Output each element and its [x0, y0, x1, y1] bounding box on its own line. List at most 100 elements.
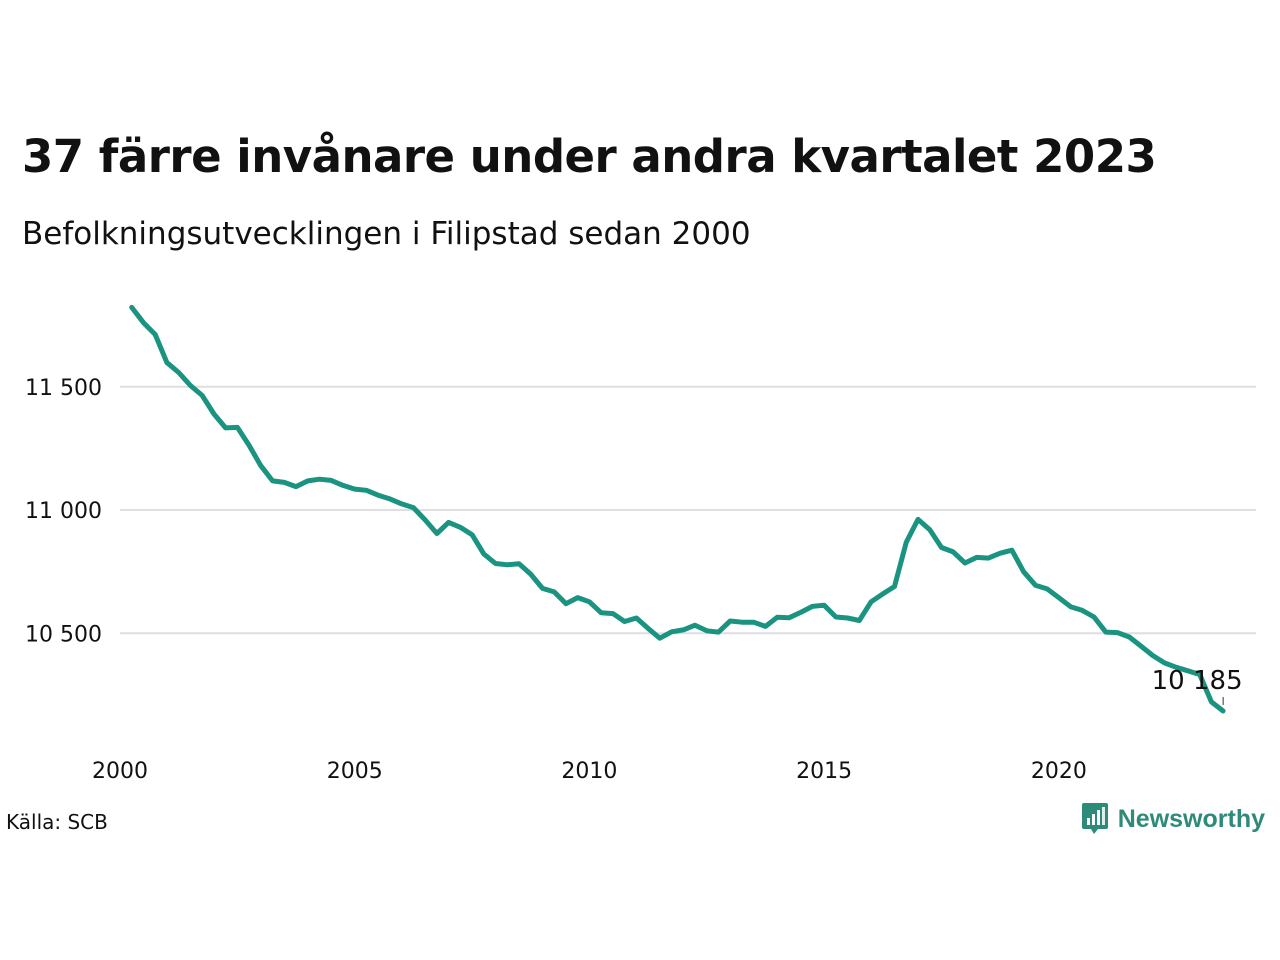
data-point — [927, 527, 932, 532]
source-note: Källa: SCB — [6, 810, 108, 834]
data-point — [986, 556, 991, 561]
data-point — [634, 616, 639, 621]
data-point — [164, 360, 169, 365]
data-point — [974, 555, 979, 560]
data-point — [1162, 660, 1167, 665]
annotations: 10 185 — [1152, 666, 1243, 705]
data-point — [129, 305, 134, 310]
data-point — [481, 551, 486, 556]
data-point — [646, 626, 651, 631]
data-point — [810, 604, 815, 609]
data-point — [610, 611, 615, 616]
data-point — [798, 610, 803, 615]
brand-logo: Newsworthy — [1080, 802, 1265, 836]
data-point — [599, 610, 604, 615]
data-point — [1221, 708, 1226, 713]
data-point — [845, 616, 850, 621]
data-point — [258, 463, 263, 468]
data-point — [1068, 604, 1073, 609]
data-point — [411, 505, 416, 510]
x-axis-ticks: 2000 2005 2010 2015 2020 — [92, 759, 1087, 784]
data-point — [951, 549, 956, 554]
chart-subtitle: Befolkningsutvecklingen i Filipstad seda… — [22, 216, 751, 252]
data-point — [775, 615, 780, 620]
data-point — [458, 525, 463, 530]
x-tick-label: 2000 — [92, 759, 148, 784]
data-point — [364, 488, 369, 493]
data-point — [446, 520, 451, 525]
data-point — [622, 619, 627, 624]
data-point — [270, 478, 275, 483]
x-tick-label: 2005 — [327, 759, 383, 784]
data-point — [1115, 630, 1120, 635]
data-point — [763, 624, 768, 629]
data-point — [329, 478, 334, 483]
data-point — [669, 629, 674, 634]
chart-title: 37 färre invånare under andra kvartalet … — [22, 130, 1157, 183]
data-point — [880, 591, 885, 596]
brand-name: Newsworthy — [1117, 804, 1265, 833]
newsworthy-chart-bubble-icon — [1081, 803, 1108, 834]
data-point — [1138, 644, 1143, 649]
data-point — [188, 383, 193, 388]
data-point — [1021, 569, 1026, 574]
data-point — [340, 483, 345, 488]
data-point — [869, 599, 874, 604]
data-point — [657, 636, 662, 641]
data-point — [376, 493, 381, 498]
data-point — [939, 545, 944, 550]
data-point — [916, 517, 921, 522]
data-point — [493, 561, 498, 566]
data-point — [575, 595, 580, 600]
data-point — [528, 572, 533, 577]
data-point — [704, 628, 709, 633]
x-tick-label: 2020 — [1031, 759, 1087, 784]
data-point — [822, 603, 827, 608]
data-point — [387, 496, 392, 501]
data-point — [223, 425, 228, 430]
data-point — [998, 551, 1003, 556]
data-point — [904, 540, 909, 545]
series-line — [129, 304, 1226, 714]
data-point — [141, 320, 146, 325]
data-point — [211, 411, 216, 416]
x-tick-label: 2015 — [796, 759, 852, 784]
data-point — [857, 618, 862, 623]
data-point — [716, 630, 721, 635]
data-point — [1009, 548, 1014, 553]
data-point — [434, 531, 439, 536]
data-point — [176, 370, 181, 375]
data-point — [1056, 595, 1061, 600]
data-point — [305, 478, 310, 483]
y-axis-ticks: 10 500 11 000 11 500 — [25, 376, 102, 648]
data-point — [1045, 586, 1050, 591]
data-point — [1092, 615, 1097, 620]
data-point — [540, 586, 545, 591]
data-point — [505, 562, 510, 567]
data-point — [352, 487, 357, 492]
data-point — [317, 477, 322, 482]
data-point — [1080, 608, 1085, 613]
data-point — [1150, 653, 1155, 658]
y-tick-label: 11 500 — [25, 376, 102, 401]
y-tick-label: 10 500 — [25, 622, 102, 647]
data-point — [681, 627, 686, 632]
data-point — [200, 393, 205, 398]
data-point — [470, 532, 475, 537]
data-point — [739, 620, 744, 625]
data-point — [1103, 630, 1108, 635]
data-point — [1127, 635, 1132, 640]
data-point — [833, 615, 838, 620]
data-point — [282, 480, 287, 485]
data-point — [728, 618, 733, 623]
data-point — [552, 589, 557, 594]
data-point — [563, 601, 568, 606]
data-point — [294, 484, 299, 489]
data-point — [153, 332, 158, 337]
data-point — [517, 561, 522, 566]
annotation-label: 10 185 — [1152, 666, 1243, 696]
gridlines — [120, 385, 1256, 635]
data-point — [786, 615, 791, 620]
data-point — [693, 623, 698, 628]
y-tick-label: 11 000 — [25, 499, 102, 524]
